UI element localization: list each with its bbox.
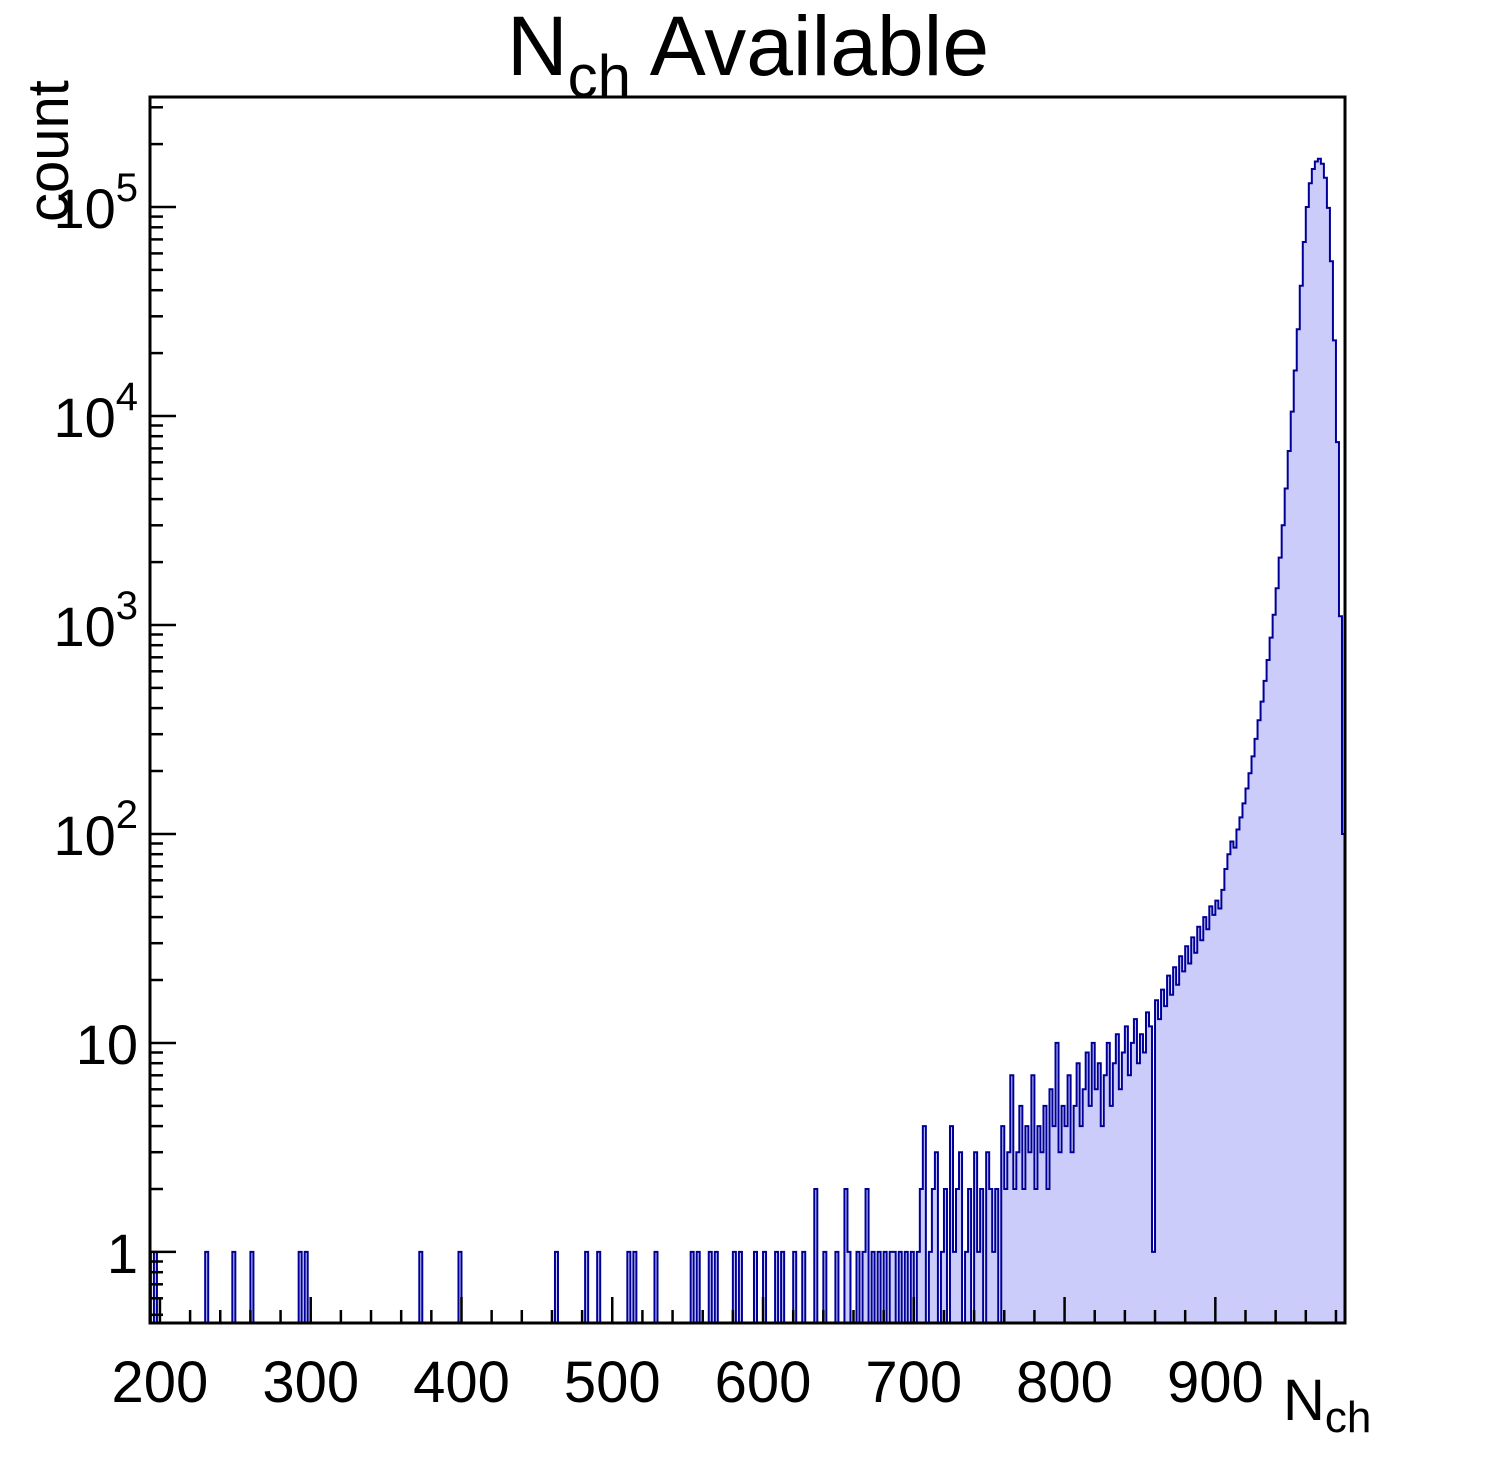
x-tick-label: 300 <box>262 1350 359 1415</box>
x-axis-title: Nch <box>1283 1372 1371 1440</box>
histogram-area <box>149 157 1346 1324</box>
chart-title-suffix: Available <box>630 0 990 93</box>
x-tick-label: 700 <box>865 1350 962 1415</box>
x-tick-label: 400 <box>413 1350 510 1415</box>
chart-title-prefix: N <box>506 0 568 93</box>
y-tick-label: 103 <box>53 584 138 658</box>
histogram-series <box>149 157 1346 1324</box>
x-axis-title-subscript: ch <box>1324 1393 1372 1442</box>
x-axis: 200 300 400 500 600 700 800 900 <box>112 1297 1338 1415</box>
x-tick-label: 800 <box>1016 1350 1113 1415</box>
x-tick-label: 600 <box>715 1350 812 1415</box>
y-tick-label: 102 <box>53 793 138 867</box>
x-axis-title-main: N <box>1283 1368 1325 1433</box>
chart-title: Nch Available <box>0 4 1496 107</box>
y-axis: 1 10 102 103 104 105 <box>53 106 176 1317</box>
y-tick-label: 10 <box>76 1013 138 1076</box>
x-tick-label: 200 <box>112 1350 209 1415</box>
y-tick-label: 105 <box>53 166 138 240</box>
plot-frame <box>148 95 1347 1325</box>
x-tick-label: 500 <box>564 1350 661 1415</box>
y-axis-title: count <box>16 80 81 222</box>
x-tick-label: 900 <box>1167 1350 1264 1415</box>
y-tick-label: 1 <box>107 1222 138 1285</box>
chart-title-subscript: ch <box>567 43 631 110</box>
y-tick-label: 104 <box>53 375 138 449</box>
